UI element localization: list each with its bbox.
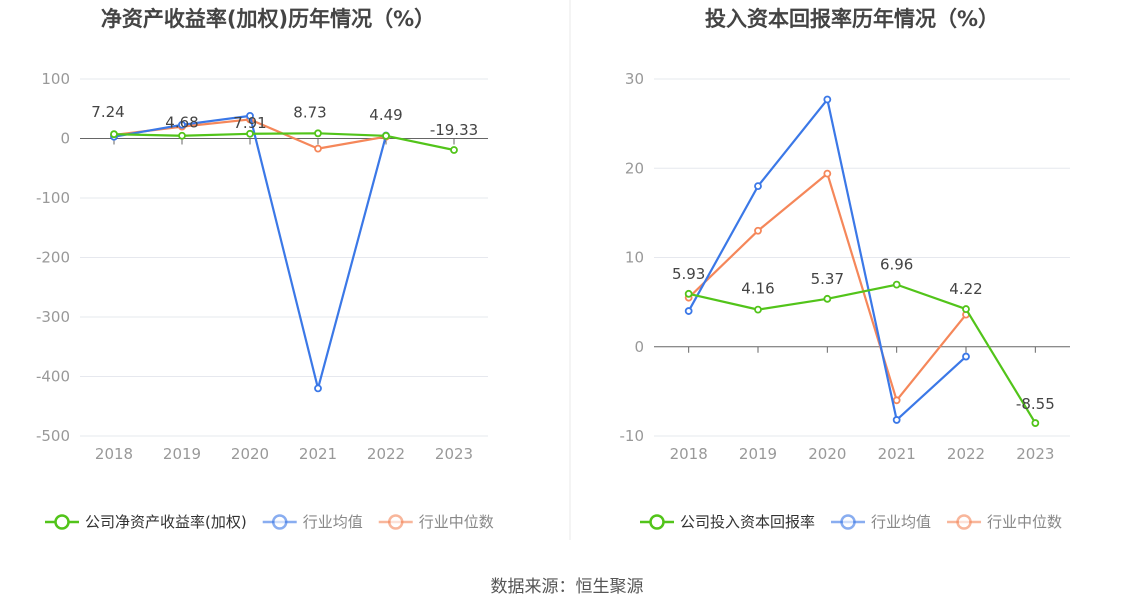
data-label: 5.37 bbox=[811, 270, 844, 288]
x-tick-label: 2023 bbox=[435, 445, 473, 463]
series-line-company bbox=[688, 283, 1037, 424]
series-point-company bbox=[684, 289, 693, 298]
legend-item-company[interactable]: 公司投入资本回报率 bbox=[640, 513, 815, 531]
y-tick-label: 20 bbox=[625, 159, 644, 177]
x-tick-label: 2018 bbox=[95, 445, 133, 463]
series-point-industry_avg bbox=[754, 182, 762, 191]
series-point-industry_avg bbox=[962, 352, 970, 361]
y-tick-label: 30 bbox=[625, 70, 644, 88]
x-tick-label: 2020 bbox=[231, 445, 269, 463]
chart-panel-2: 投入资本回报率历年情况（%） 30 20 10 0 -10 2018 2019 2020 2021… bbox=[620, 7, 1070, 531]
series-point-industry_avg bbox=[684, 307, 693, 315]
data-label: 8.73 bbox=[293, 103, 326, 121]
series-point-industry_avg bbox=[823, 95, 832, 104]
series-point-company bbox=[892, 280, 901, 289]
data-label: 7.91 bbox=[233, 114, 266, 132]
x-tick-label: 2019 bbox=[163, 445, 201, 463]
x-tick-label: 2019 bbox=[739, 445, 777, 463]
series-line-industry_avg bbox=[687, 98, 967, 422]
data-label: -8.55 bbox=[1016, 395, 1055, 413]
chart-title: 投入资本回报率历年情况（%） bbox=[705, 7, 999, 31]
legend-marker bbox=[649, 514, 665, 530]
series-point-industry_avg bbox=[892, 416, 901, 424]
legend-label: 公司投入资本回报率 bbox=[680, 513, 815, 531]
series-point-industry_median bbox=[754, 226, 762, 235]
data-label: 4.22 bbox=[949, 280, 982, 298]
series-point-industry_median bbox=[314, 144, 322, 153]
y-tick-label: -500 bbox=[36, 427, 70, 445]
legend-marker bbox=[387, 514, 404, 530]
y-tick-label: 10 bbox=[625, 249, 644, 267]
series-point-company bbox=[962, 305, 970, 313]
x-tick-label: 2023 bbox=[1016, 445, 1054, 463]
series-point-industry_avg bbox=[314, 384, 322, 393]
legend-label: 公司净资产收益率(加权) bbox=[85, 513, 247, 531]
y-tick-label: -10 bbox=[620, 427, 645, 445]
chart-title: 净资产收益率(加权)历年情况（%） bbox=[101, 7, 435, 31]
data-label: 4.68 bbox=[165, 114, 198, 132]
y-tick-label: -100 bbox=[36, 189, 70, 207]
data-label: -19.33 bbox=[430, 121, 478, 139]
y-tick-label: 0 bbox=[634, 338, 644, 356]
series-point-industry_median bbox=[892, 396, 901, 405]
x-tick-label: 2018 bbox=[670, 445, 708, 463]
y-tick-label: -400 bbox=[36, 368, 70, 386]
series-point-industry_avg bbox=[178, 120, 186, 129]
legend-label: 行业均值 bbox=[871, 513, 931, 531]
data-label: 7.24 bbox=[91, 103, 124, 121]
series-point-company bbox=[754, 305, 762, 314]
legend-marker bbox=[840, 514, 856, 530]
legend-marker bbox=[271, 514, 288, 530]
legend-item-industry_median[interactable]: 行业中位数 bbox=[947, 513, 1062, 531]
data-label: 4.49 bbox=[369, 106, 402, 124]
x-tick-label: 2021 bbox=[878, 445, 916, 463]
data-label: 5.93 bbox=[672, 265, 705, 283]
legend-marker bbox=[54, 514, 70, 530]
legend-label: 行业均值 bbox=[303, 513, 363, 531]
data-label: 4.16 bbox=[741, 280, 774, 298]
chart-panel-1: 净资产收益率(加权)历年情况（%） 100 0 -100 -200 -300 -400 -50… bbox=[36, 7, 494, 531]
series-point-industry_avg bbox=[246, 111, 254, 120]
y-tick-label: 0 bbox=[60, 130, 70, 148]
source-note: 数据来源：恒生聚源 bbox=[491, 577, 644, 597]
y-tick-label: -200 bbox=[36, 249, 70, 267]
series-point-company bbox=[382, 131, 390, 140]
y-tick-label: -300 bbox=[36, 308, 70, 326]
x-tick-label: 2021 bbox=[299, 445, 337, 463]
legend-marker bbox=[956, 514, 972, 530]
series-point-company bbox=[1031, 419, 1040, 427]
x-tick-label: 2020 bbox=[808, 445, 846, 463]
data-label: 6.96 bbox=[880, 256, 913, 274]
series-point-company bbox=[823, 294, 832, 303]
x-tick-label: 2022 bbox=[947, 445, 985, 463]
legend-label: 行业中位数 bbox=[419, 513, 494, 531]
series-point-company bbox=[314, 129, 322, 138]
y-tick-label: 100 bbox=[41, 70, 70, 88]
series-point-company bbox=[246, 129, 254, 138]
series-line-industry_avg bbox=[113, 114, 388, 390]
series-point-company bbox=[110, 130, 118, 139]
legend-label: 行业中位数 bbox=[987, 513, 1062, 531]
legend-item-industry_median[interactable]: 行业中位数 bbox=[378, 513, 494, 531]
legend-item-industry_avg[interactable]: 行业均值 bbox=[831, 513, 931, 531]
series-point-company bbox=[450, 146, 458, 154]
series-point-industry_median bbox=[823, 169, 832, 178]
legend-item-company[interactable]: 公司净资产收益率(加权) bbox=[45, 513, 247, 531]
series-line-company bbox=[113, 132, 455, 152]
legend-item-industry_avg[interactable]: 行业均值 bbox=[262, 513, 363, 531]
x-tick-label: 2022 bbox=[367, 445, 405, 463]
series-point-company bbox=[178, 131, 186, 140]
